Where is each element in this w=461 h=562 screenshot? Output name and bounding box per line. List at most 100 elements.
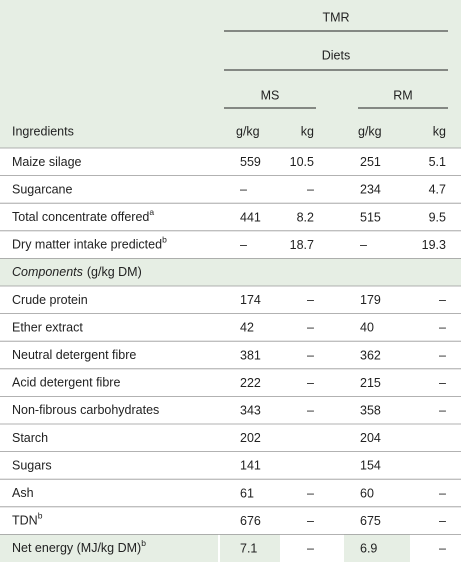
cell: 202	[240, 431, 261, 445]
cell: –	[307, 293, 314, 307]
footnote-mark: a	[149, 207, 154, 217]
label-text: Sugars	[12, 459, 52, 473]
row-label: Dry matter intake predictedb	[12, 235, 167, 252]
label-text: Ether extract	[12, 321, 83, 335]
cell: 10.5	[290, 155, 314, 169]
column-heading: g/kg	[358, 124, 382, 138]
cell: –	[307, 514, 314, 528]
cell: 19.3	[422, 238, 446, 252]
cell: 381	[240, 348, 261, 362]
cell: 251	[360, 155, 381, 169]
label-text: TDN	[12, 514, 38, 528]
cell: –	[307, 348, 314, 362]
row-label: Acid detergent fibre	[12, 376, 120, 390]
cell: 222	[240, 376, 261, 390]
group-heading: RM	[393, 88, 412, 102]
cell: 358	[360, 403, 381, 417]
cell: 675	[360, 514, 381, 528]
cell: 18.7	[290, 238, 314, 252]
cell: 42	[240, 321, 254, 335]
cell: –	[439, 514, 446, 528]
cell: 154	[360, 459, 381, 473]
footnote-mark: b	[141, 538, 146, 548]
cell: 4.7	[429, 183, 446, 197]
cell: –	[439, 321, 446, 335]
row-label: Components (g/kg DM)	[12, 265, 142, 279]
row-label: Crude protein	[12, 293, 88, 307]
cell: –	[307, 376, 314, 390]
cell: –	[240, 238, 247, 252]
label-text: Sugarcane	[12, 183, 73, 197]
cell: –	[439, 293, 446, 307]
cell: 40	[360, 321, 374, 335]
section-background	[0, 258, 461, 286]
label-text: Dry matter intake predicted	[12, 238, 162, 252]
label-text: Crude protein	[12, 293, 88, 307]
cell-background	[344, 534, 410, 562]
column-heading: kg	[433, 124, 446, 138]
cell: –	[307, 321, 314, 335]
row-label: Non-fibrous carbohydrates	[12, 403, 159, 417]
cell: 559	[240, 155, 261, 169]
cell: 141	[240, 459, 261, 473]
cell-background	[220, 534, 280, 562]
cell: 61	[240, 486, 254, 500]
cell: –	[439, 348, 446, 362]
cell: 215	[360, 376, 381, 390]
label-text: Maize silage	[12, 155, 82, 169]
cell: –	[360, 238, 367, 252]
cell: 441	[240, 210, 261, 224]
cell: 343	[240, 403, 261, 417]
label-text: Ash	[12, 486, 34, 500]
label-text: Total concentrate offered	[12, 210, 149, 224]
row-label: Net energy (MJ/kg DM)b	[12, 538, 146, 555]
row-label: TDNb	[12, 511, 43, 528]
row-label: Sugars	[12, 459, 52, 473]
row-label: Ash	[12, 486, 34, 500]
cell: 179	[360, 293, 381, 307]
group-heading: MS	[261, 88, 280, 102]
column-heading: g/kg	[236, 124, 260, 138]
label-note: (g/kg DM)	[87, 265, 142, 279]
cell: 8.2	[297, 210, 314, 224]
row-label: Neutral detergent fibre	[12, 348, 136, 362]
label-text: Net energy (MJ/kg DM)	[12, 541, 141, 555]
cell: 204	[360, 431, 381, 445]
row-label: Maize silage	[12, 155, 82, 169]
cell: –	[240, 183, 247, 197]
cell: 676	[240, 514, 261, 528]
cell: 5.1	[429, 155, 446, 169]
column-heading: kg	[301, 124, 314, 138]
row-label: Sugarcane	[12, 183, 73, 197]
cell: –	[307, 541, 314, 555]
cell: –	[439, 541, 446, 555]
label-text: Starch	[12, 431, 48, 445]
cell: –	[439, 486, 446, 500]
cell: 234	[360, 183, 381, 197]
cell: –	[307, 403, 314, 417]
cell: –	[439, 376, 446, 390]
footnote-mark: b	[162, 235, 167, 245]
cell: 6.9	[360, 541, 377, 555]
row-label: Starch	[12, 431, 48, 445]
tmr-heading: TMR	[322, 10, 349, 24]
cell: 362	[360, 348, 381, 362]
diets-heading: Diets	[322, 48, 350, 62]
cell-background	[0, 534, 218, 562]
cell: –	[307, 486, 314, 500]
row-label: Total concentrate offereda	[12, 207, 154, 224]
label-text: Components	[12, 265, 83, 279]
cell: –	[307, 183, 314, 197]
cell: 515	[360, 210, 381, 224]
label-text: Non-fibrous carbohydrates	[12, 403, 159, 417]
label-text: Neutral detergent fibre	[12, 348, 136, 362]
row-label: Ether extract	[12, 321, 83, 335]
cell: 174	[240, 293, 261, 307]
cell: 9.5	[429, 210, 446, 224]
label-text: Acid detergent fibre	[12, 376, 120, 390]
header-background	[0, 0, 461, 148]
cell: 7.1	[240, 541, 257, 555]
cell: –	[439, 403, 446, 417]
column-heading: Ingredients	[12, 124, 74, 138]
